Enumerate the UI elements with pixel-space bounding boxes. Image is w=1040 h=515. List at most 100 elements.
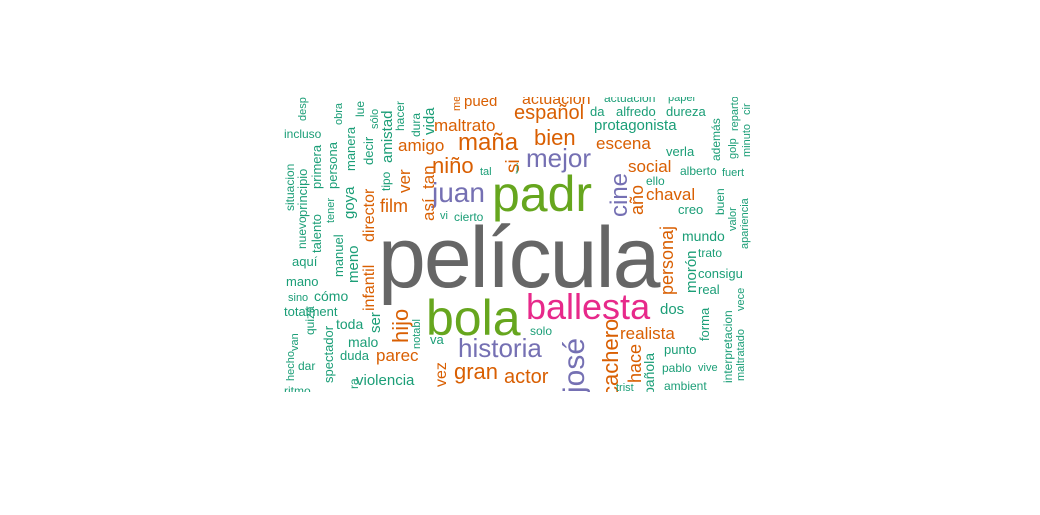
word-ballesta: ballesta (526, 286, 651, 327)
word-espectador: spectador (321, 325, 336, 383)
word-hacer: hacer (393, 100, 407, 131)
word-ver: ver (395, 169, 414, 193)
word-actuacion: actuación (522, 97, 591, 108)
word-solo2: solo (530, 324, 553, 338)
word-interpretacion: interpretacion (721, 310, 735, 383)
word-golpe: golp (727, 138, 739, 159)
word-padr: padr (492, 166, 593, 222)
word-sino: sino (288, 292, 309, 304)
word-consigu: consigu (698, 266, 743, 281)
word-escena: escena (596, 134, 651, 153)
word-dos: dos (660, 301, 685, 318)
word-buen: buen (713, 188, 727, 215)
word-trato: trato (698, 246, 723, 260)
word-minuto: minuto (741, 123, 752, 157)
word-creo: creo (678, 202, 704, 217)
word-vida: vida (421, 107, 438, 135)
word-da: da (590, 104, 605, 119)
word-principio: principio (295, 168, 310, 217)
word-protagonista: protagonista (594, 117, 677, 134)
word-mana: maña (458, 129, 519, 156)
word-fuert: fuert (722, 167, 745, 179)
word-pablo: pablo (662, 361, 692, 375)
word-nino: niño (432, 153, 474, 178)
word-goya: goya (341, 186, 358, 219)
word-manuel: manuel (331, 234, 346, 277)
word-forma: forma (697, 307, 712, 341)
word-solo: sólo (369, 108, 381, 129)
word-tener: tener (325, 197, 337, 223)
word-juan: juan (432, 177, 485, 208)
word-cierto: cierto (454, 210, 484, 224)
word-obra: obra (333, 102, 345, 125)
word-quiza: quizá (303, 306, 317, 335)
word-como: cómo (314, 288, 349, 304)
word-violencia: violencia (356, 372, 415, 389)
word-actuacion2: actuación (604, 97, 656, 105)
word-apariencia: apariencia (739, 198, 751, 249)
word-triste: trist (616, 382, 634, 393)
word-gran: gran (454, 359, 499, 384)
word-ser: ser (367, 312, 384, 333)
word-ra: ra (347, 378, 361, 389)
word-punto: punto (664, 342, 697, 357)
word-mano: mano (286, 274, 319, 289)
word-verla: verla (666, 144, 695, 159)
word-chaval: chaval (646, 185, 696, 204)
word-decir: decir (361, 136, 376, 165)
word-manera: manera (343, 126, 358, 171)
word-bien: bien (534, 125, 576, 150)
word-meno: meno (345, 245, 362, 283)
word-tal: tal (480, 166, 492, 178)
word-actor: actor (504, 366, 549, 388)
word-persona: persona (325, 142, 340, 189)
word-dar: dar (298, 359, 316, 373)
word-social: social (628, 157, 672, 176)
word-espanola: pañola (641, 352, 657, 392)
word-ano: año (627, 184, 647, 215)
word-vez: vez (433, 362, 450, 387)
word-j: j (516, 162, 519, 174)
word-maltrato: maltrato (434, 116, 496, 135)
word-vive: vive (698, 362, 718, 374)
word-hecho: hecho (285, 351, 297, 381)
word-papel: papel (668, 97, 695, 104)
word-ello: ello (646, 174, 665, 188)
word-amigo: amigo (398, 136, 445, 155)
word-historia: historia (458, 333, 542, 363)
word-duda: duda (340, 348, 369, 363)
word-alberto: alberto (680, 164, 717, 178)
word-moron: morón (683, 250, 700, 293)
word-espanol: español (514, 102, 585, 124)
word-hijo: hijo (388, 308, 413, 343)
word-asi: así (419, 198, 438, 221)
word-pued: pued (464, 97, 498, 110)
word-talento: talento (309, 213, 324, 253)
word-lue: lue (353, 100, 367, 117)
word-reparto: reparto (729, 97, 741, 131)
word-notabl: notabl (411, 319, 423, 349)
word-jose: josé (558, 337, 591, 392)
word-mundo: mundo (682, 228, 725, 244)
word-personaj: personaj (657, 225, 677, 295)
word-totalment: totalment (284, 304, 338, 319)
word-director: director (361, 188, 378, 242)
word-cir: cir (741, 103, 752, 115)
word-mejor: mejor (526, 143, 592, 173)
word-aqui: aquí (292, 254, 318, 269)
word-malo: malo (348, 334, 379, 350)
word-cloud: película padr bola ballesta historia jos… (282, 97, 752, 392)
word-nuevo: nuevo (295, 216, 309, 249)
word-vi: vi (440, 210, 448, 222)
word-van: van (289, 333, 301, 351)
word-veces: vece (735, 287, 747, 311)
word-maltratado: maltratado (735, 329, 747, 381)
word-toda: toda (336, 316, 364, 332)
word-alfredo: alfredo (616, 104, 656, 119)
word-ademas: además (709, 118, 723, 161)
word-film: film (380, 196, 408, 216)
word-real: real (698, 282, 720, 297)
word-parec: parec (376, 346, 419, 365)
word-ritmo: ritmo (284, 384, 311, 392)
word-me: me (451, 97, 463, 111)
